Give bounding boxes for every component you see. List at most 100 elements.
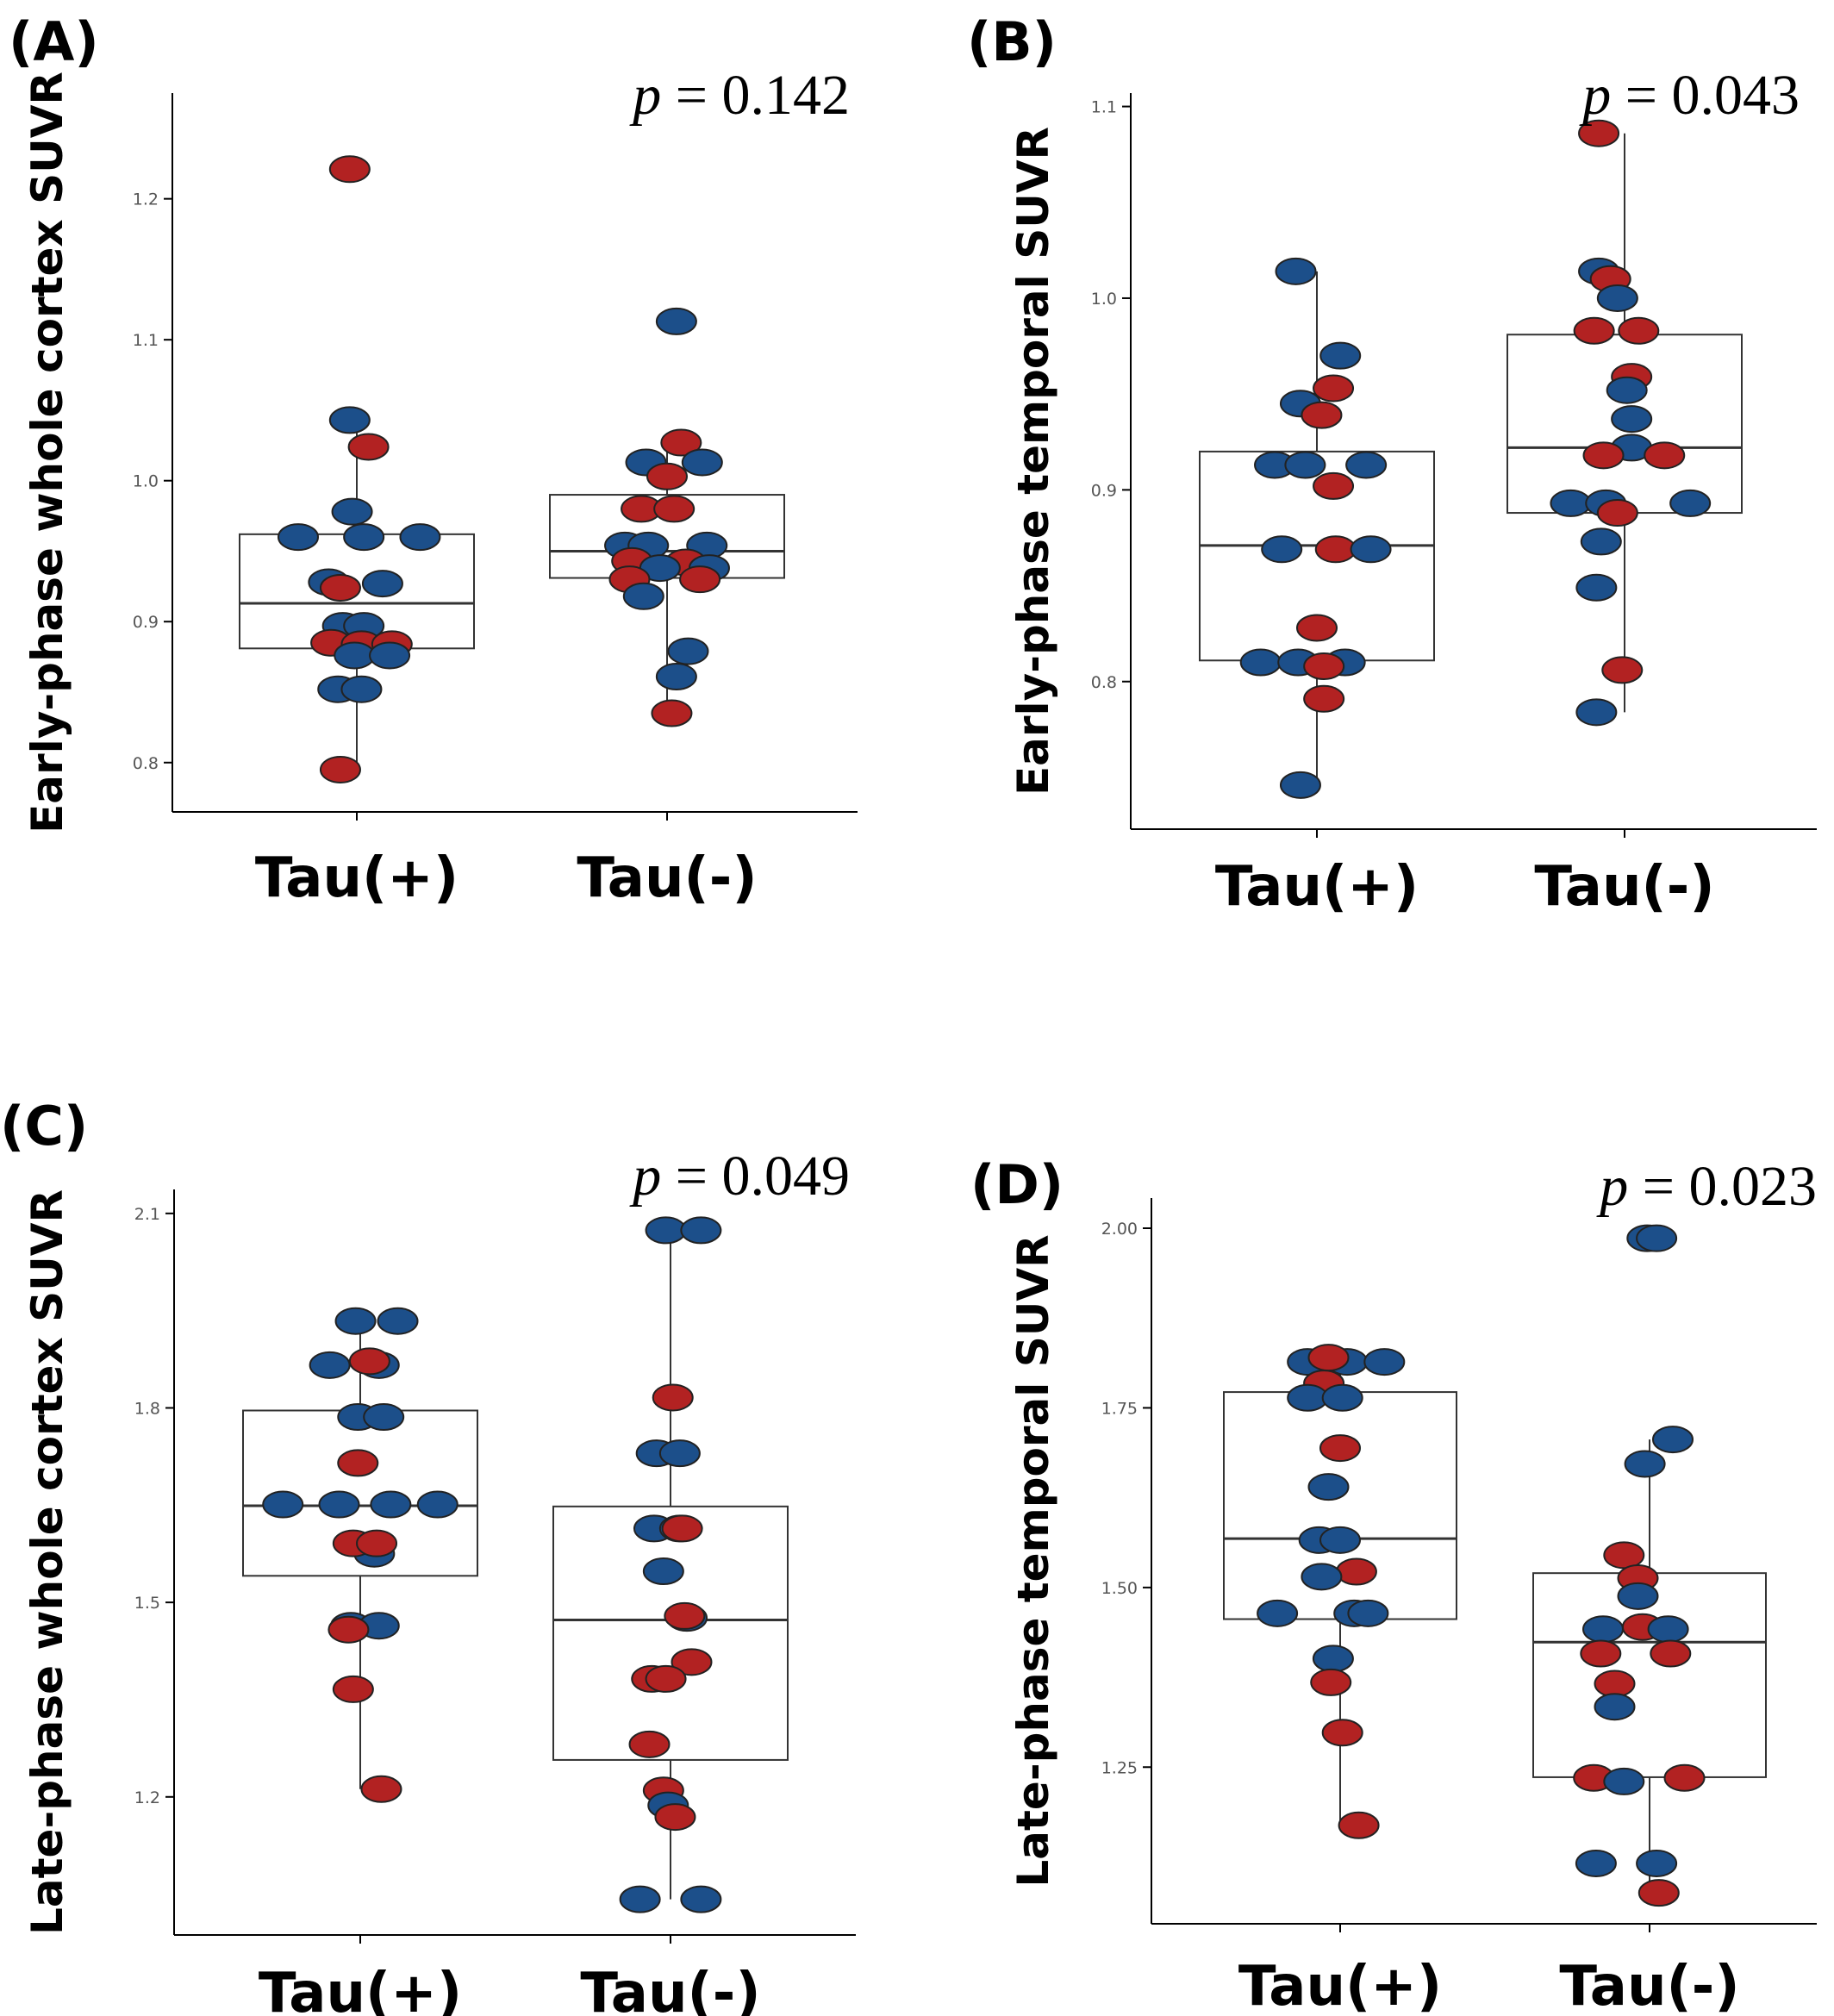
- y-tick-label: 0.9: [1091, 481, 1117, 500]
- data-point-red: [660, 428, 702, 457]
- data-point-blue: [399, 523, 441, 552]
- data-point-red: [661, 1514, 703, 1543]
- data-point-red: [671, 1648, 713, 1676]
- x-category-label: Tau(+): [1238, 1955, 1442, 2016]
- x-category-label: Tau(-): [1534, 855, 1714, 919]
- data-point-blue: [1261, 535, 1303, 564]
- data-point-red: [646, 462, 688, 490]
- data-point-blue: [1636, 1224, 1678, 1252]
- data-point-blue: [681, 448, 723, 477]
- data-point-red: [1580, 1639, 1622, 1668]
- p-value: p = 0.023: [1596, 1155, 1817, 1218]
- data-point-red: [1650, 1639, 1692, 1668]
- data-point-blue: [1575, 1849, 1617, 1877]
- panel-c: 1.2 1.5 1.8 2.1 Tau(+) Tau(-) (C) p = 0.049 Late…: [0, 1095, 856, 2016]
- data-point-blue: [645, 1216, 687, 1245]
- data-point-blue: [667, 637, 709, 665]
- x-category-label: Tau(-): [1559, 1955, 1739, 2016]
- x-category-label: Tau(+): [255, 846, 458, 910]
- box: [1223, 1391, 1457, 1620]
- data-point-blue: [1582, 1615, 1624, 1644]
- data-point-blue: [1647, 1615, 1689, 1644]
- y-tick-label: 1.5: [134, 1594, 160, 1613]
- data-point-red: [1638, 1879, 1680, 1907]
- data-point-red: [1313, 471, 1355, 500]
- y-tick-label: 1.2: [133, 190, 159, 209]
- data-point-red: [1301, 401, 1343, 429]
- data-point-blue: [1312, 1645, 1354, 1673]
- data-point-red: [1596, 499, 1638, 527]
- data-point-red: [1296, 614, 1338, 642]
- panel-b: 0.8 0.9 1.0 1.1 Tau(+) Tau(-) (B) p = 0.043 Earl…: [967, 10, 1817, 919]
- data-point-blue: [1275, 257, 1317, 285]
- y-tick-label: 1.25: [1101, 1758, 1138, 1777]
- data-point-blue: [1580, 527, 1622, 556]
- data-point-blue: [361, 570, 403, 598]
- p-symbol: p: [629, 64, 661, 127]
- data-point-blue: [334, 1307, 377, 1335]
- data-point-red: [679, 565, 721, 594]
- y-tick-label: 1.8: [134, 1399, 160, 1418]
- data-point-blue: [1669, 489, 1712, 517]
- data-point-blue: [1350, 535, 1392, 564]
- data-point-blue: [416, 1490, 458, 1519]
- data-point-red: [1319, 1434, 1361, 1463]
- data-point-red: [1573, 316, 1615, 345]
- data-point-blue: [343, 523, 385, 552]
- data-point-blue: [1345, 451, 1388, 479]
- data-point-blue: [622, 582, 664, 610]
- data-point-blue: [1307, 1473, 1350, 1501]
- y-axis-title: Early-phase whole cortex SUVR: [22, 72, 72, 833]
- data-point-blue: [1239, 648, 1282, 677]
- y-tick-label: 1.1: [133, 331, 159, 350]
- data-point-blue: [340, 675, 383, 703]
- data-point-blue: [1347, 1599, 1389, 1627]
- data-point-red: [1582, 441, 1625, 470]
- data-point-red: [360, 1775, 402, 1803]
- data-point-red: [356, 1529, 398, 1557]
- y-tick-label: 0.8: [133, 754, 159, 773]
- y-tick-label: 0.8: [1091, 673, 1117, 692]
- y-axis-title: Late-phase temporal SUVR: [1008, 1234, 1058, 1887]
- data-point-red: [653, 495, 696, 523]
- data-point-blue: [1363, 1348, 1406, 1376]
- p-value: p = 0.142: [629, 64, 850, 127]
- data-point-blue: [619, 1885, 661, 1913]
- y-tick-label: 2.00: [1101, 1220, 1138, 1239]
- data-point-blue: [1617, 1582, 1659, 1610]
- data-point-red: [319, 573, 361, 602]
- data-point-blue: [262, 1490, 304, 1519]
- data-point-blue: [369, 641, 411, 670]
- data-point-blue: [1257, 1599, 1299, 1627]
- data-point-blue: [1636, 1849, 1678, 1877]
- y-tick-label: 1.75: [1101, 1399, 1138, 1418]
- data-point-red: [654, 1803, 696, 1832]
- data-point-blue: [309, 1351, 351, 1379]
- data-point-blue: [318, 1490, 360, 1519]
- data-point-red: [1303, 684, 1345, 713]
- data-point-red: [337, 1449, 379, 1477]
- data-point-red: [1338, 1811, 1380, 1839]
- p-symbol: p: [1579, 64, 1611, 127]
- data-point-red: [328, 155, 371, 184]
- data-point-red: [1313, 374, 1355, 403]
- data-point-blue: [278, 523, 319, 552]
- data-point-blue: [331, 497, 373, 526]
- data-point-blue: [1611, 405, 1653, 434]
- p-value-number: = 0.023: [1628, 1155, 1817, 1218]
- x-category-label: Tau(-): [577, 846, 757, 910]
- data-point-red: [1618, 316, 1660, 345]
- data-point-red: [328, 1615, 370, 1644]
- y-tick-label: 2.1: [134, 1205, 160, 1224]
- data-point-red: [645, 1664, 687, 1693]
- data-point-red: [664, 1601, 706, 1630]
- data-point-blue: [1279, 771, 1321, 799]
- data-point-blue: [1624, 1450, 1666, 1478]
- y-tick-label: 1.0: [1091, 290, 1117, 309]
- data-point-red: [1663, 1763, 1706, 1792]
- data-point-red: [1594, 1670, 1636, 1698]
- data-point-blue: [1287, 1383, 1329, 1412]
- data-point-red: [348, 1347, 390, 1376]
- data-point-red: [1644, 441, 1686, 470]
- data-point-red: [332, 1675, 374, 1703]
